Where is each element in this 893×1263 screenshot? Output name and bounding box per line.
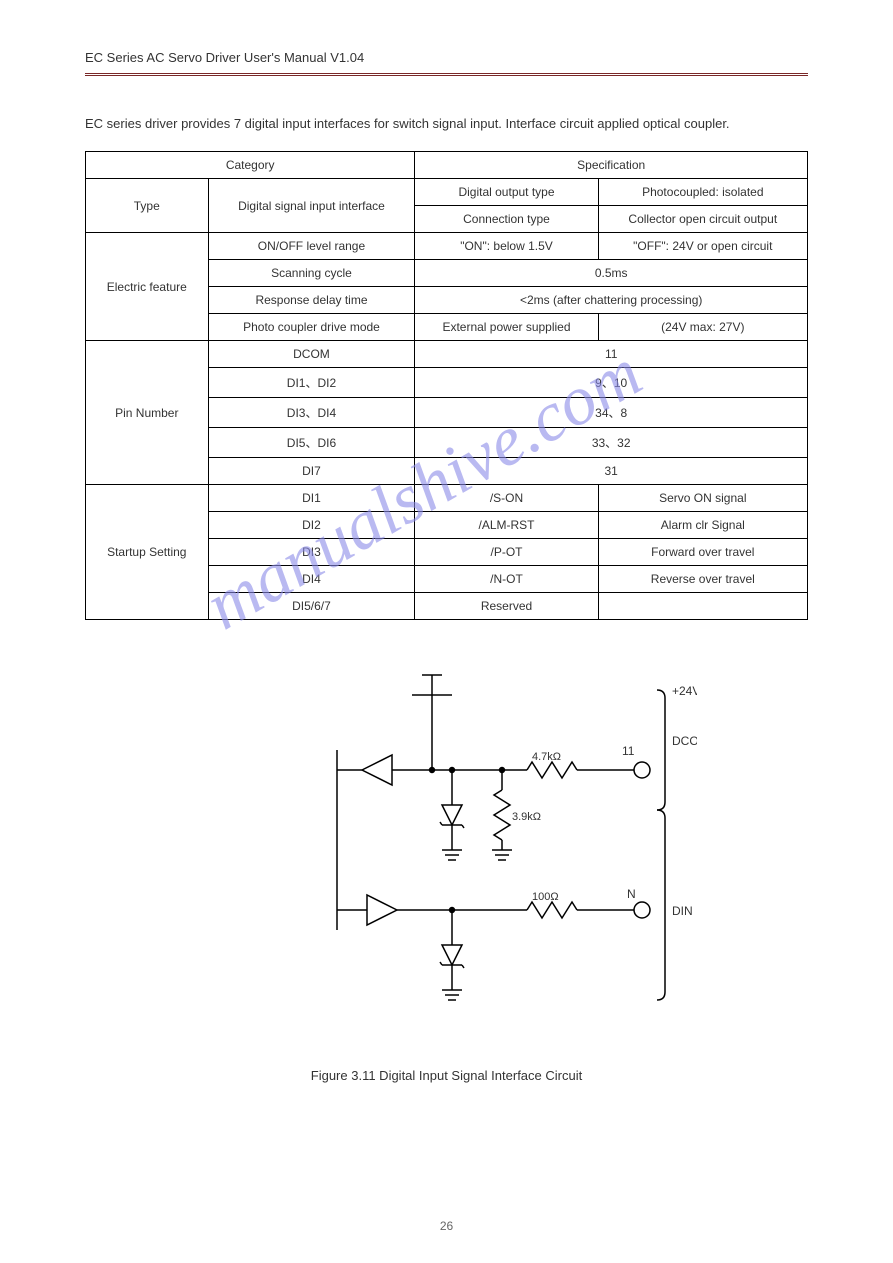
- table-cell: "ON": below 1.5V: [415, 233, 598, 260]
- table-cell: (24V max: 27V): [598, 314, 807, 341]
- page-number: 26: [0, 1219, 893, 1233]
- table-cell: DI3: [208, 539, 415, 566]
- table-cell: DI3、DI4: [208, 398, 415, 428]
- table-cell: DI7: [208, 458, 415, 485]
- table-cell: DI1: [208, 485, 415, 512]
- table-row: Category Specification: [86, 152, 808, 179]
- table-cell: <2ms (after chattering processing): [415, 287, 808, 314]
- table-cell: 9、10: [415, 368, 808, 398]
- table-cell: /N-OT: [415, 566, 598, 593]
- circuit-diagram: 11 DCOM 4.7kΩ +24V 3.9kΩ DIN N 100Ω: [85, 650, 808, 1053]
- table-cell: Collector open circuit output: [598, 206, 807, 233]
- table-cell: Connection type: [415, 206, 598, 233]
- table-row: Electric feature ON/OFF level range "ON"…: [86, 233, 808, 260]
- table-cell: DI1、DI2: [208, 368, 415, 398]
- table-cell: 11: [415, 341, 808, 368]
- table-cell: 31: [415, 458, 808, 485]
- v24-label: +24V: [672, 684, 697, 698]
- r-bot-label: 100Ω: [532, 891, 559, 903]
- table-cell: Response delay time: [208, 287, 415, 314]
- table-cell: External power supplied: [415, 314, 598, 341]
- table-cell: Photo coupler drive mode: [208, 314, 415, 341]
- figure-caption: Figure 3.11 Digital Input Signal Interfa…: [85, 1068, 808, 1083]
- table-cell: Digital signal input interface: [208, 179, 415, 233]
- intro-text: EC series driver provides 7 digital inpu…: [85, 116, 808, 131]
- table-cell: 34、8: [415, 398, 808, 428]
- table-cell: Reserved: [415, 593, 598, 620]
- table-cell: Specification: [415, 152, 808, 179]
- table-cell: DI5、DI6: [208, 428, 415, 458]
- table-cell: Servo ON signal: [598, 485, 807, 512]
- header-rule: [85, 73, 808, 76]
- pin-11-label: 11: [622, 744, 635, 758]
- r-pull-label: 3.9kΩ: [512, 811, 541, 823]
- table-cell: Forward over travel: [598, 539, 807, 566]
- table-row: Startup Setting DI1 /S-ON Servo ON signa…: [86, 485, 808, 512]
- dcom-label: DCOM: [672, 734, 697, 748]
- table-cell: Pin Number: [86, 341, 209, 485]
- table-cell: /P-OT: [415, 539, 598, 566]
- pin-n-label: N: [627, 887, 636, 901]
- table-row: Type Digital signal input interface Digi…: [86, 179, 808, 206]
- table-cell: Category: [86, 152, 415, 179]
- table-cell: Reverse over travel: [598, 566, 807, 593]
- table-cell: "OFF": 24V or open circuit: [598, 233, 807, 260]
- table-cell: Electric feature: [86, 233, 209, 341]
- table-cell: DI4: [208, 566, 415, 593]
- table-cell: DCOM: [208, 341, 415, 368]
- header-text: EC Series AC Servo Driver User's Manual …: [85, 50, 808, 65]
- table-cell: ON/OFF level range: [208, 233, 415, 260]
- table-cell: Alarm clr Signal: [598, 512, 807, 539]
- table-cell: [598, 593, 807, 620]
- circuit-svg: 11 DCOM 4.7kΩ +24V 3.9kΩ DIN N 100Ω: [197, 650, 697, 1050]
- spec-table: Category Specification Type Digital sign…: [85, 151, 808, 620]
- table-row: Pin Number DCOM 11: [86, 341, 808, 368]
- table-cell: DI5/6/7: [208, 593, 415, 620]
- r-top-label: 4.7kΩ: [532, 751, 561, 763]
- table-cell: Photocoupled: isolated: [598, 179, 807, 206]
- table-cell: DI2: [208, 512, 415, 539]
- table-cell: 0.5ms: [415, 260, 808, 287]
- din-label: DIN: [672, 904, 693, 918]
- table-cell: Startup Setting: [86, 485, 209, 620]
- table-cell: /ALM-RST: [415, 512, 598, 539]
- table-cell: Scanning cycle: [208, 260, 415, 287]
- table-cell: /S-ON: [415, 485, 598, 512]
- table-cell: Type: [86, 179, 209, 233]
- table-cell: Digital output type: [415, 179, 598, 206]
- table-cell: 33、32: [415, 428, 808, 458]
